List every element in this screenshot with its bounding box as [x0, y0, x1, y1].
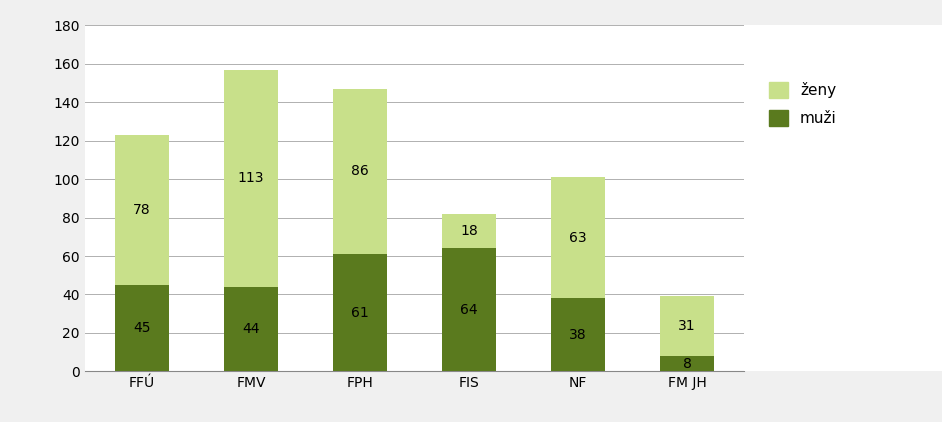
Bar [333, 89, 387, 254]
Bar [115, 285, 170, 371]
Text: 64: 64 [460, 303, 478, 317]
Bar [115, 135, 170, 285]
Text: 61: 61 [351, 306, 369, 320]
Bar [659, 356, 714, 371]
Text: 45: 45 [133, 321, 151, 335]
Bar [551, 298, 605, 371]
Text: 86: 86 [351, 165, 369, 179]
Text: 38: 38 [569, 328, 587, 342]
Legend: ženy, muži: ženy, muži [762, 75, 844, 134]
Bar [551, 177, 605, 298]
Text: 113: 113 [237, 171, 265, 185]
Bar [224, 287, 278, 371]
Bar [333, 254, 387, 371]
Text: 63: 63 [569, 231, 587, 245]
Bar [659, 296, 714, 356]
Text: 31: 31 [678, 319, 696, 333]
Text: 44: 44 [242, 322, 260, 336]
Text: 8: 8 [683, 357, 691, 371]
Text: 18: 18 [460, 224, 478, 238]
Bar [442, 248, 496, 371]
Text: 78: 78 [133, 203, 151, 217]
Bar [442, 214, 496, 248]
Bar [224, 70, 278, 287]
